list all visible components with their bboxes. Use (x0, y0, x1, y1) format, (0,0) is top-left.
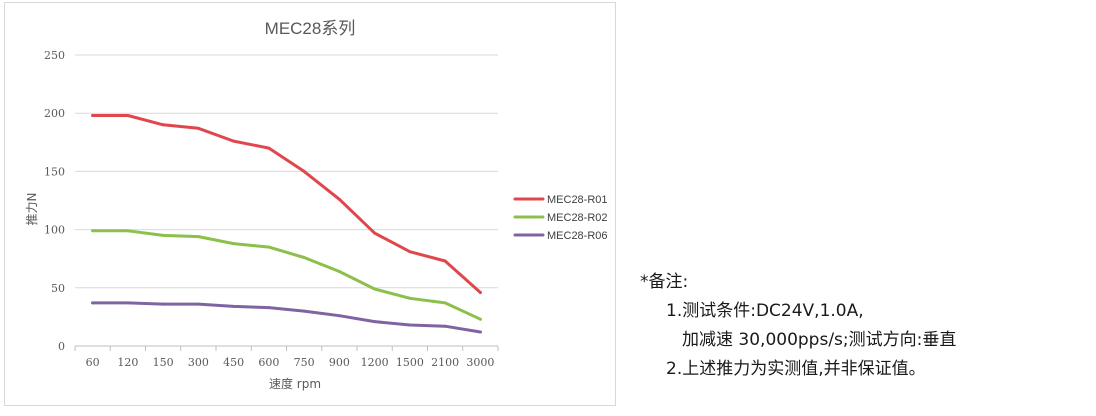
x-tick-label: 120 (117, 356, 138, 369)
line-chart: MEC28系列 0 50 100 150 200 250 60 120 150 300 450 600… (25, 19, 608, 391)
x-tick-label: 900 (329, 356, 350, 369)
x-axis-label: 速度 rpm (269, 376, 321, 391)
data-point (91, 229, 95, 233)
data-point (337, 270, 341, 274)
data-point (267, 146, 271, 150)
x-tick-label: 3000 (466, 356, 494, 369)
data-point (408, 296, 412, 300)
y-tick-label: 100 (44, 224, 65, 237)
data-point (161, 233, 165, 237)
data-point (373, 320, 377, 324)
data-point (408, 250, 412, 254)
data-point (478, 317, 482, 321)
data-point (373, 287, 377, 291)
data-point (196, 235, 200, 239)
x-tick-label: 300 (188, 356, 209, 369)
y-tick-label: 0 (58, 340, 65, 353)
y-tick-label: 200 (44, 107, 65, 120)
data-point (408, 323, 412, 327)
x-tick-label: 450 (223, 356, 244, 369)
data-point (443, 301, 447, 305)
legend-label: MEC28-R02 (547, 212, 608, 224)
legend-label: MEC28-R06 (547, 230, 608, 242)
series-line-mec28-r01 (91, 114, 482, 294)
data-point (126, 229, 130, 233)
y-tick-label: 150 (44, 165, 65, 178)
notes-title: *备注: (640, 272, 689, 292)
data-point (126, 114, 130, 118)
data-point (478, 330, 482, 334)
data-point (443, 324, 447, 328)
data-point (232, 242, 236, 246)
notes-block: *备注: 1.测试条件:DC24V,1.0A, 加减速 30,000pps/s;… (640, 268, 1090, 384)
y-tick-label: 50 (51, 282, 65, 295)
data-point (267, 306, 271, 310)
x-tick-label: 60 (86, 356, 100, 369)
data-point (232, 304, 236, 308)
data-point (161, 302, 165, 306)
data-point (196, 302, 200, 306)
data-point (337, 197, 341, 201)
x-tick-label: 1500 (396, 356, 424, 369)
data-point (302, 256, 306, 260)
data-point (267, 245, 271, 249)
data-point (443, 259, 447, 263)
data-point (373, 231, 377, 235)
series-line-mec28-r06 (91, 301, 482, 334)
x-tick-label: 1200 (361, 356, 389, 369)
series-line-mec28-r02 (91, 229, 482, 321)
data-point (196, 126, 200, 130)
data-point (91, 301, 95, 305)
notes-line-2: 加减速 30,000pps/s;测试方向:垂直 (682, 330, 957, 350)
data-point (302, 309, 306, 313)
notes-line-3: 2.上述推力为实测值,并非保证值。 (666, 359, 926, 379)
data-point (478, 290, 482, 294)
x-tick-label: 2100 (431, 356, 459, 369)
legend-label: MEC28-R01 (547, 194, 608, 206)
data-point (302, 169, 306, 173)
y-axis-label: 推力N (25, 193, 39, 226)
data-point (91, 114, 95, 118)
chart-title: MEC28系列 (265, 19, 356, 38)
data-point (126, 301, 130, 305)
x-tick-label: 750 (294, 356, 315, 369)
data-point (232, 139, 236, 143)
y-tick-label: 250 (44, 49, 65, 62)
x-tick-label: 600 (258, 356, 279, 369)
x-tick-label: 150 (153, 356, 174, 369)
data-point (337, 314, 341, 318)
notes-line-1: 1.测试条件:DC24V,1.0A, (666, 301, 864, 321)
chart-panel: MEC28系列 0 50 100 150 200 250 60 120 150 300 450 600… (4, 2, 616, 406)
data-point (161, 123, 165, 127)
